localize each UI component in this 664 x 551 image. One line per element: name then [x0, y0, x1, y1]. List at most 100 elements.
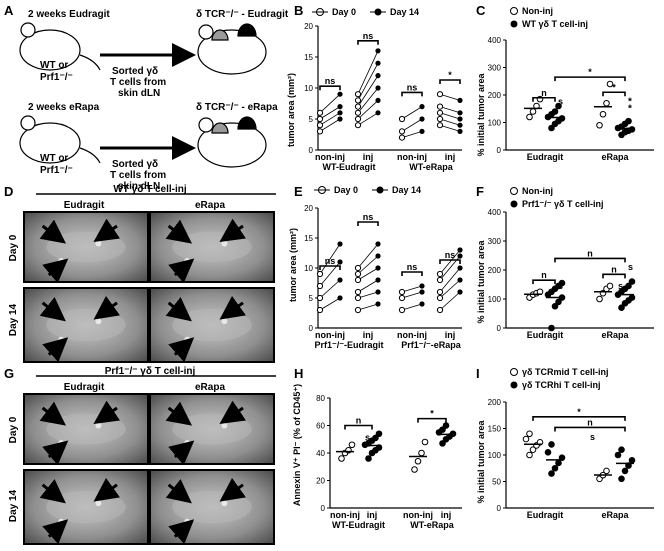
plotB-x-tick-label: inj: [363, 152, 374, 162]
plotI-point-open: [603, 467, 610, 475]
plotH-x-tick-label: inj: [441, 510, 452, 520]
b-ylabel: tumor area (mm²): [286, 73, 296, 147]
plotB-point-day14: [375, 85, 381, 91]
panel-label-f: F: [476, 184, 484, 199]
plotE-point-day14: [457, 277, 463, 283]
plotE-y-tick-label: 15: [304, 234, 313, 243]
a-row2-arrow-2: T cells from: [110, 170, 166, 181]
d-col-1: eRapa: [195, 200, 225, 211]
legend-open-marker: [510, 368, 518, 376]
arrow-icon: [219, 218, 247, 242]
plotB-point-day0: [316, 109, 324, 116]
b-legend-0: Day 0: [332, 7, 356, 17]
plotH-point-open: [348, 441, 356, 449]
plotI-sig-label: *: [577, 407, 581, 417]
plotH-y-tick-label: 80: [316, 394, 325, 403]
photo-grid-g: [23, 393, 275, 545]
plotC-x-tick-label: eRapa: [601, 152, 629, 162]
plotF-x-tick-label: eRapa: [601, 330, 629, 340]
plotE-pair-line: [319, 297, 341, 311]
plotE-x-tick-label: inj: [445, 330, 456, 340]
plotB-point-day0: [398, 134, 406, 141]
plotE-point-day14: [457, 289, 463, 295]
tumor-spot: [95, 240, 102, 247]
plotE-pair-line: [357, 255, 379, 275]
plotE-pair-line: [401, 285, 423, 293]
a-row1-mouse2: Prf1⁻/⁻: [40, 72, 73, 83]
plotE-point-day0: [398, 288, 406, 296]
plotF-point-filled: [548, 324, 555, 332]
plotH-group-label: WT-Eudragit: [332, 520, 385, 530]
arrow-icon: [219, 477, 247, 502]
plotE-point-day14: [375, 265, 381, 271]
plotE-y-tick-label: 0: [309, 324, 314, 333]
plotB-pair-line: [439, 106, 461, 114]
plotI-point-filled: [548, 441, 555, 448]
plotE-point-day0: [316, 306, 324, 314]
c-legend-0: Non-inj: [522, 6, 553, 16]
plotE-point-day0: [436, 270, 444, 278]
plotB-point-day0: [354, 122, 362, 129]
plotF-sig-label: n: [541, 270, 547, 280]
plotB-sig-bar: [319, 85, 341, 91]
e-ylabel: tumor area (mm²): [288, 228, 298, 302]
arrow-icon: [42, 440, 69, 466]
plotE-x-tick-label: inj: [363, 330, 374, 340]
plotE-point-day0: [398, 294, 406, 302]
f-legend-0: Non-inj: [522, 186, 553, 196]
plotC-point-filled: [628, 126, 636, 133]
plotC-y-tick-label: 400: [488, 36, 502, 45]
plotF-sig-label: n: [587, 248, 593, 258]
arrow-icon: [42, 258, 69, 284]
plotB-point-day14: [457, 110, 463, 116]
plotC-sig-label: s: [558, 97, 563, 107]
plotB-point-day0: [436, 115, 444, 123]
plotC-point-open: [529, 108, 537, 115]
plotB-sig-bar: [401, 91, 423, 97]
plotI-x-tick-label: Eudragit: [527, 510, 564, 520]
plotH-x-tick-label: non-inj: [403, 510, 433, 520]
legend-open-marker: [510, 187, 518, 195]
a-row2-arrow-1: Sorted γδ: [112, 159, 158, 170]
plotB-point-day14: [375, 48, 381, 54]
plotF-sig-label: s: [558, 281, 563, 291]
plotB-pair-line: [439, 124, 461, 132]
plotB-pair-line: [357, 75, 379, 107]
plotH-sig-bar: [417, 417, 447, 423]
plotF-y-tick-label: 400: [488, 208, 502, 217]
tumor-spot: [221, 422, 228, 429]
plotC-point-filled: [625, 117, 632, 125]
plotI-point-filled: [618, 475, 625, 483]
plotE-point-day0: [316, 270, 324, 278]
plotB-x-tick-label: non-inj: [315, 152, 345, 162]
plotB-sig-label: ns: [325, 76, 336, 86]
plotB-pair-line: [401, 131, 423, 138]
tumor-spot: [95, 422, 102, 429]
tumor-spot: [221, 318, 228, 325]
plotE-pair-line: [439, 279, 461, 299]
plotB-y-tick-label: 15: [304, 53, 313, 62]
panel-label-h: H: [294, 366, 303, 381]
g-col-1: eRapa: [195, 382, 225, 393]
tumor-spot: [95, 500, 102, 507]
plotH-point-filled: [365, 455, 372, 462]
plotE-point-day14: [337, 295, 343, 301]
plotE-pair-line: [319, 243, 341, 275]
plotC-sig-label: *: [612, 82, 616, 92]
plotC-point-open: [603, 99, 610, 107]
plotE-point-day14: [375, 253, 381, 259]
plotF-sig-label: s: [628, 262, 633, 272]
arrow-icon: [219, 295, 247, 320]
plotE-point-day0: [436, 276, 444, 284]
plotE-point-day0: [316, 294, 324, 302]
plotF-y-tick-label: 100: [488, 295, 502, 304]
a-row1-arrow-3: skin dLN: [118, 88, 160, 99]
plotB-point-day0: [436, 122, 444, 129]
plotE-y-tick-label: 20: [304, 204, 313, 213]
plotC-point-open: [596, 121, 603, 129]
g-row-0: Day 0: [8, 416, 19, 443]
plotE-sig-label: ns: [363, 212, 374, 222]
mouse-icon: [197, 116, 267, 168]
plotB-point-day0: [398, 115, 406, 123]
